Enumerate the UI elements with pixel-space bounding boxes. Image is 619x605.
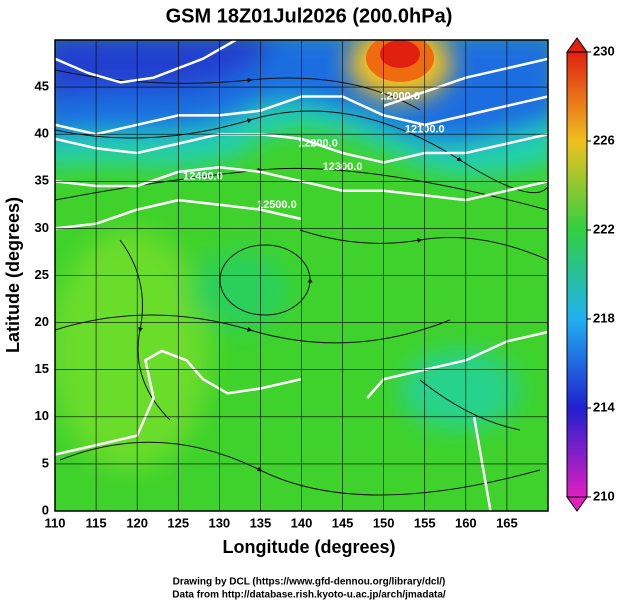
credit-line: Data from http://database.rish.kyoto-u.a… <box>172 590 446 601</box>
credit-line: Drawing by DCL (https://www.gfd-dennou.o… <box>173 577 446 588</box>
y-tick-label: 5 <box>42 455 49 470</box>
y-axis-label: Latitude (degrees) <box>3 197 23 353</box>
colorbar-tick-label: 226 <box>593 132 615 147</box>
colorbar-tick-label: 218 <box>593 310 615 325</box>
y-tick-label: 15 <box>35 361 49 376</box>
y-tick-label: 30 <box>35 220 49 235</box>
y-tick-label: 0 <box>42 502 49 517</box>
x-axis-label: Longitude (degrees) <box>222 537 395 557</box>
x-tick-label: 115 <box>86 515 107 530</box>
plot-frame <box>54 39 549 512</box>
y-tick-label: 20 <box>35 314 49 329</box>
streamlines <box>55 69 548 496</box>
colorbar-tick-label: 230 <box>593 43 615 58</box>
contour-label: 12000.0 <box>380 90 420 102</box>
x-tick-label: 130 <box>208 515 230 530</box>
y-tick-label: 40 <box>35 126 49 141</box>
x-tick-label: 120 <box>126 515 148 530</box>
colorbar-extend-top <box>566 37 588 53</box>
y-tick-label: 10 <box>35 408 49 423</box>
map-title: GSM 18Z01Jul2026 (200.0hPa) <box>166 5 453 27</box>
colorbar-tick-label: 222 <box>593 221 615 236</box>
y-tick-label: 25 <box>35 267 49 282</box>
colorbar-extend-bottom <box>566 496 588 512</box>
x-tick-label: 135 <box>250 515 272 530</box>
x-tick-label: 140 <box>291 515 313 530</box>
x-tick-label: 145 <box>332 515 354 530</box>
x-tick-label: 125 <box>167 515 189 530</box>
x-tick-label: 110 <box>45 515 66 530</box>
temperature-field: 12000.012100.012200.012300.012400.012500… <box>55 40 548 511</box>
y-tick-label: 35 <box>35 173 49 188</box>
x-tick-label: 160 <box>455 515 477 530</box>
x-tick-label: 165 <box>496 515 518 530</box>
contour-label: 12500.0 <box>257 199 297 211</box>
contour-label: 12200.0 <box>298 138 338 150</box>
contour-label: 12400.0 <box>183 170 223 182</box>
colorbar-tick-label: 210 <box>593 488 615 503</box>
x-tick-label: 155 <box>414 515 436 530</box>
colorbar-tick-label: 214 <box>593 399 615 414</box>
x-tick-label: 150 <box>373 515 395 530</box>
y-tick-label: 45 <box>35 79 49 94</box>
colorbar <box>566 51 588 498</box>
